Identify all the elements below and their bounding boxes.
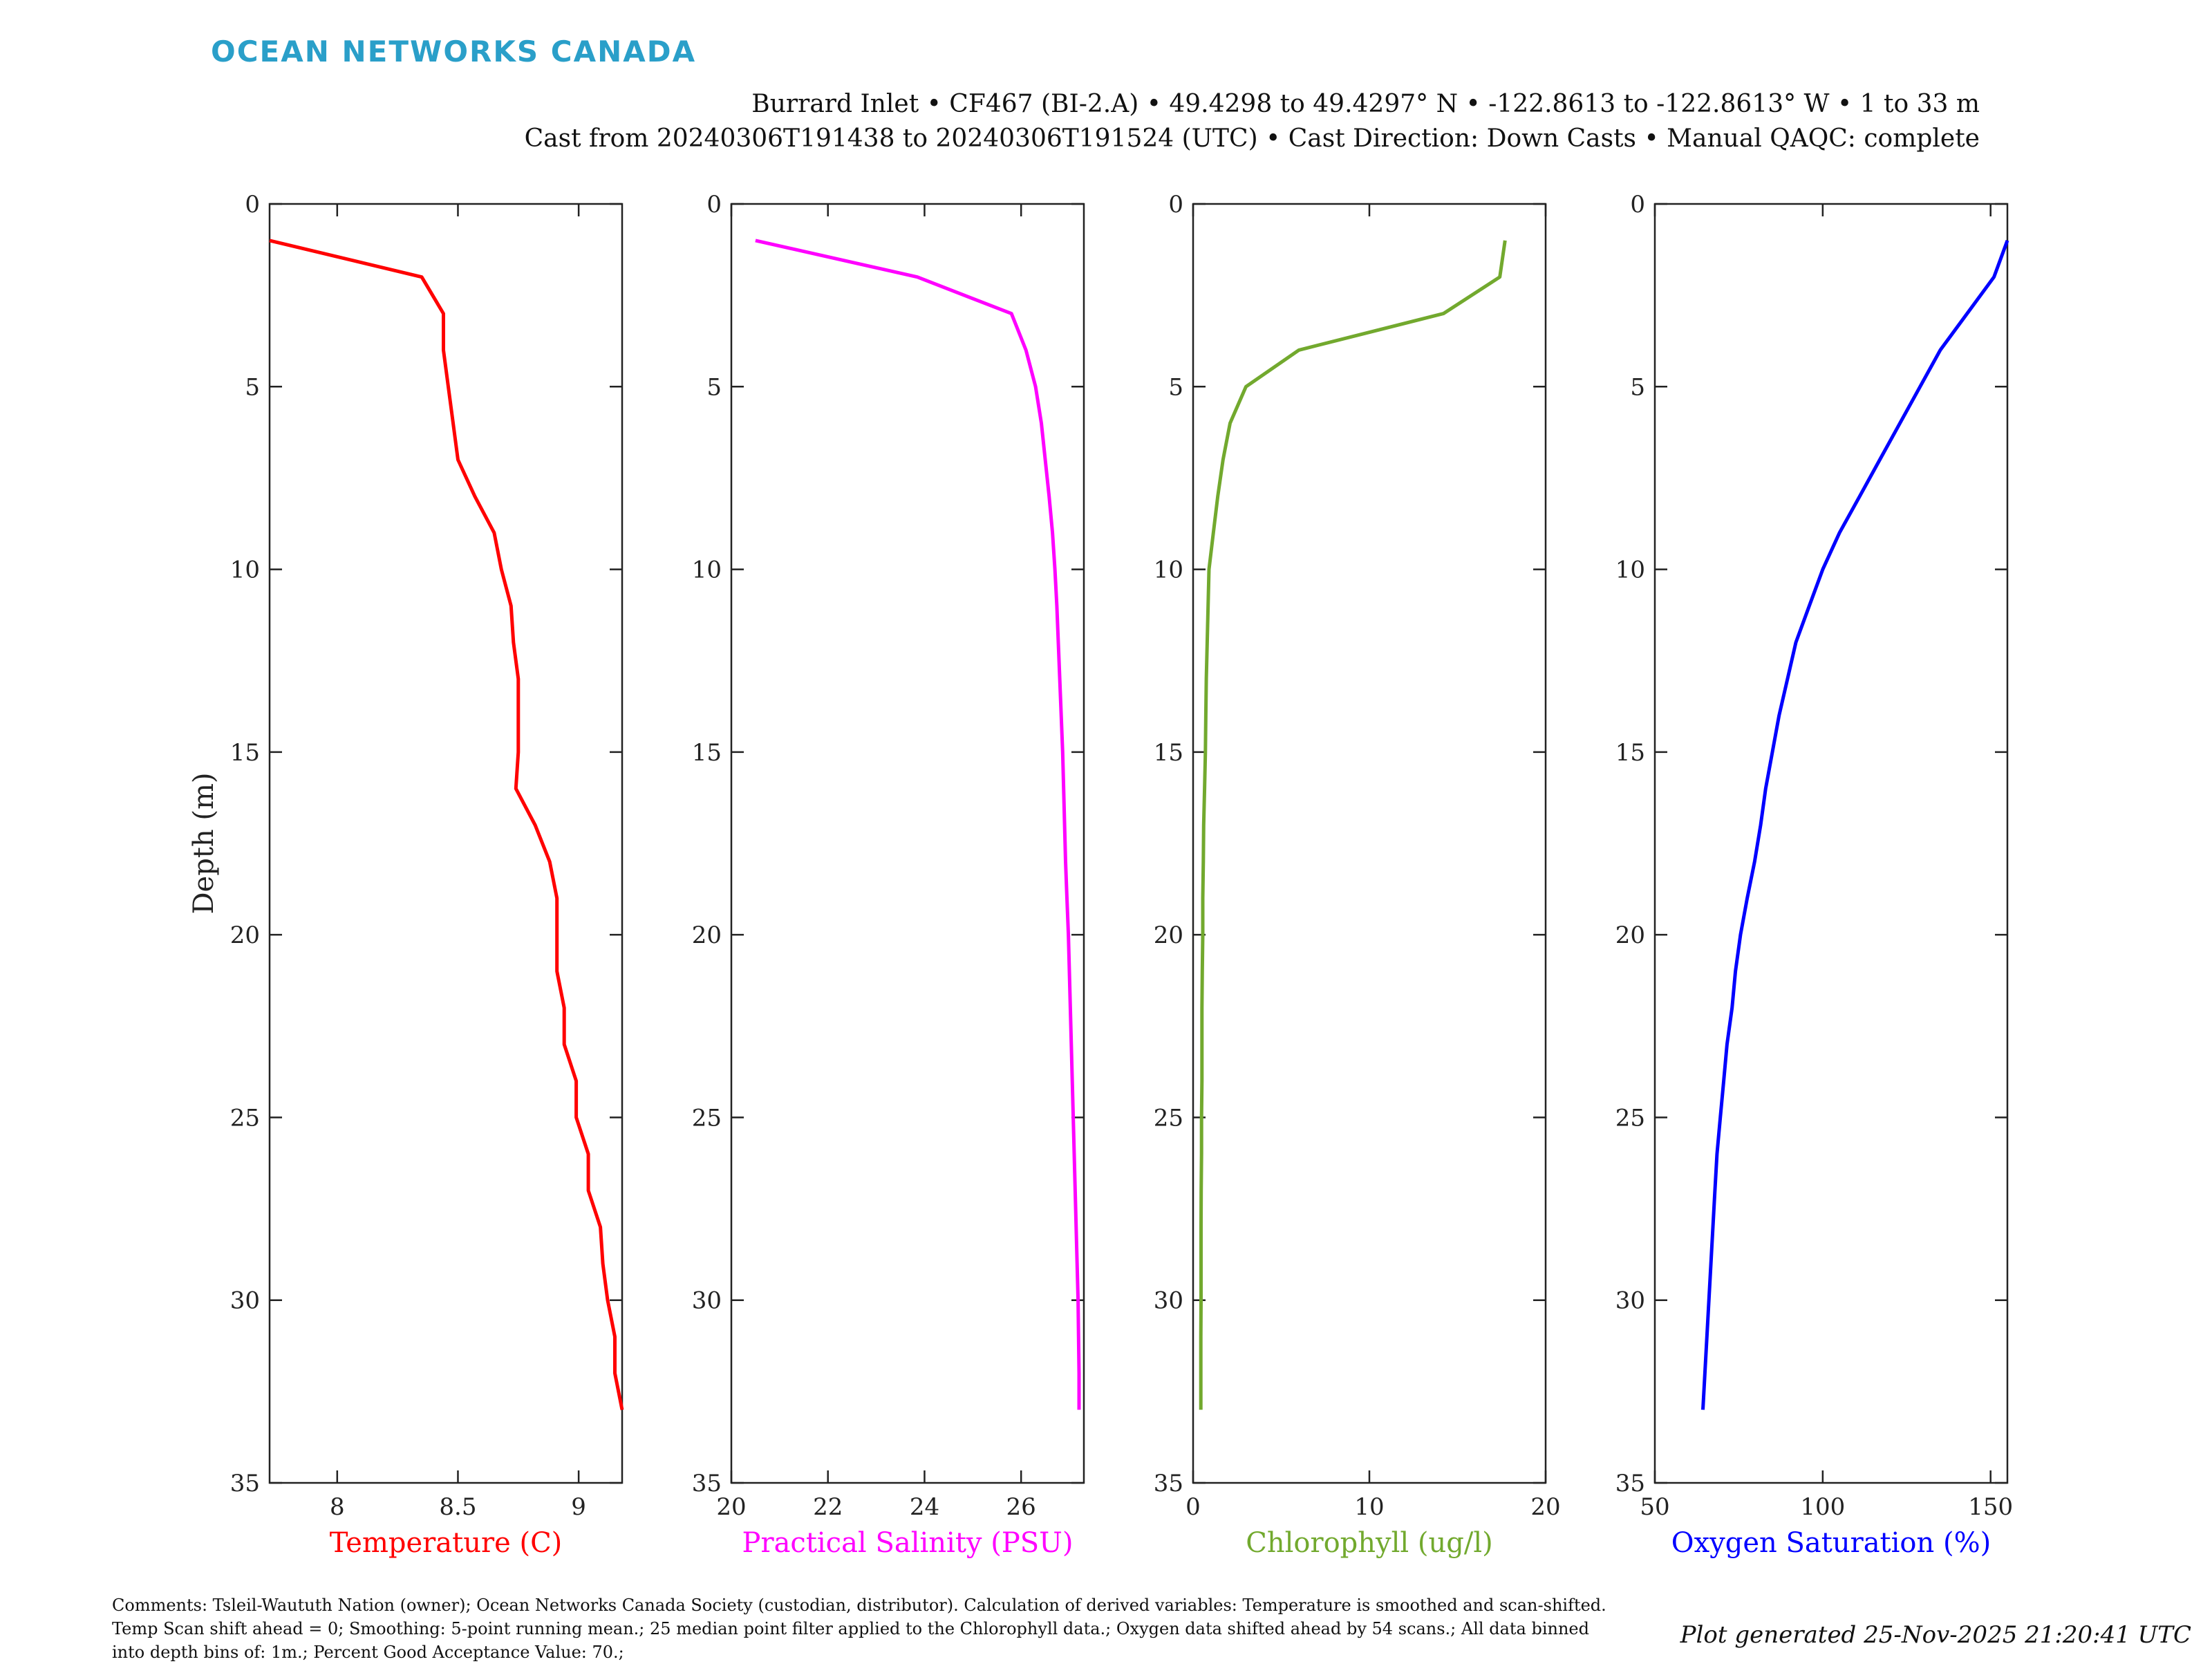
y-tick-label: 10	[230, 557, 260, 584]
x-tick-label: 100	[1800, 1493, 1845, 1521]
y-tick-label: 35	[692, 1470, 722, 1497]
plot-title-cast: Cast from 20240306T191438 to 20240306T19…	[524, 124, 1980, 153]
y-tick-label: 25	[1615, 1104, 1645, 1132]
y-tick-label: 20	[1615, 922, 1645, 949]
y-tick-label: 0	[1630, 191, 1645, 218]
x-axis-label: Chlorophyll (ug/l)	[1246, 1527, 1493, 1559]
x-tick-label: 8	[330, 1493, 345, 1521]
y-tick-label: 10	[1154, 557, 1183, 584]
x-tick-label: 0	[1185, 1493, 1201, 1521]
y-tick-label: 0	[706, 191, 722, 218]
x-axis-label: Oxygen Saturation (%)	[1671, 1527, 1991, 1559]
y-tick-label: 5	[706, 373, 722, 401]
y-axis-label: Depth (m)	[188, 772, 220, 914]
y-tick-label: 35	[1615, 1470, 1645, 1497]
y-tick-label: 15	[1615, 739, 1645, 767]
y-tick-label: 5	[245, 373, 260, 401]
x-axis-label: Practical Salinity (PSU)	[742, 1527, 1074, 1559]
y-tick-label: 0	[1168, 191, 1183, 218]
x-tick-label: 9	[571, 1493, 586, 1521]
y-tick-label: 25	[692, 1104, 722, 1132]
panel-1: 0 5 10 15 20 25 30 35 8 8.5 9 Temperature (C) Depth …	[188, 191, 624, 1559]
axes-frame	[268, 203, 624, 1484]
x-tick-label: 8.5	[439, 1493, 476, 1521]
x-tick-label: 50	[1640, 1493, 1669, 1521]
axes-frame	[730, 203, 1085, 1484]
profile-line	[1701, 240, 2009, 1410]
y-tick-label: 30	[230, 1287, 260, 1315]
y-tick-label: 15	[1154, 739, 1183, 767]
comments-text: Comments: Tsleil-Waututh Nation (owner);…	[112, 1596, 1606, 1662]
x-axis-label: Temperature (C)	[330, 1527, 563, 1559]
x-tick-label: 150	[1968, 1493, 2013, 1521]
y-tick-label: 30	[1615, 1287, 1645, 1315]
y-tick-label: 0	[245, 191, 260, 218]
x-tick-label: 10	[1354, 1493, 1384, 1521]
y-tick-label: 20	[1154, 922, 1183, 949]
y-tick-label: 15	[230, 739, 260, 767]
x-tick-label: 26	[1006, 1493, 1036, 1521]
y-tick-label: 15	[692, 739, 722, 767]
y-tick-label: 30	[1154, 1287, 1183, 1315]
plot-title-location: Burrard Inlet • CF467 (BI-2.A) • 49.4298…	[751, 90, 1980, 118]
y-tick-label: 20	[230, 922, 260, 949]
y-tick-label: 10	[692, 557, 722, 584]
profile-line	[1199, 240, 1507, 1410]
y-tick-label: 25	[230, 1104, 260, 1132]
plot-generated-timestamp: Plot generated 25-Nov-2025 21:20:41 UTC	[1680, 1621, 2191, 1649]
profile-line	[269, 239, 624, 1410]
y-tick-label: 5	[1168, 373, 1183, 401]
y-tick-label: 25	[1154, 1104, 1183, 1132]
y-tick-label: 20	[692, 922, 722, 949]
y-tick-label: 5	[1630, 373, 1645, 401]
y-tick-label: 35	[1154, 1470, 1183, 1497]
onc-logo: OCEAN NETWORKS CANADA	[211, 35, 697, 68]
axes-frame	[1653, 203, 2009, 1484]
x-tick-label: 20	[1530, 1493, 1560, 1521]
y-tick-label: 10	[1615, 557, 1645, 584]
x-tick-label: 22	[813, 1493, 843, 1521]
x-tick-label: 24	[910, 1493, 939, 1521]
profile-line	[755, 239, 1081, 1410]
x-tick-label: 20	[716, 1493, 746, 1521]
axes-frame	[1192, 203, 1547, 1484]
y-tick-label: 30	[692, 1287, 722, 1315]
y-tick-label: 35	[230, 1470, 260, 1497]
